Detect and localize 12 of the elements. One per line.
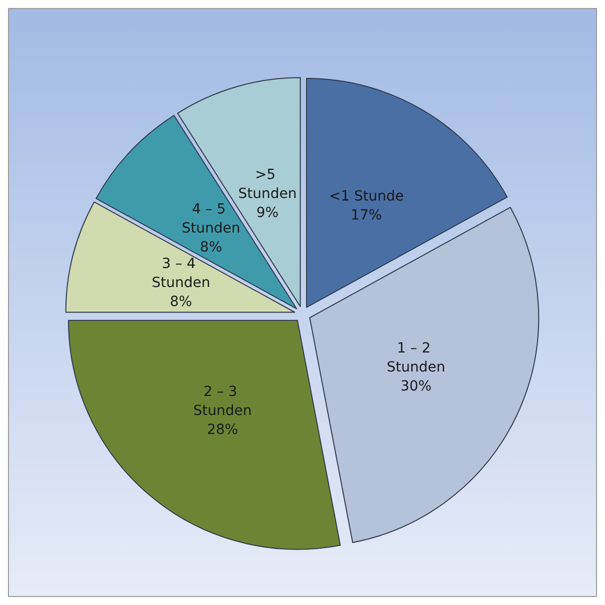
data-label: 17% xyxy=(350,208,382,224)
slice-label: <1 Stunde xyxy=(329,188,404,205)
slice-label: 2 – 3 Stunden xyxy=(193,384,252,419)
slice-label: 1 – 2 Stunden xyxy=(386,340,446,376)
data-label: 8% xyxy=(200,239,222,256)
data-label: 28% xyxy=(206,422,238,438)
data-label: 30% xyxy=(400,378,432,395)
slice-label: >5 Stunden xyxy=(238,166,297,202)
slice-label: 3 – 4 Stunden xyxy=(152,256,210,292)
data-label: 8% xyxy=(170,294,192,310)
data-label: 9% xyxy=(256,204,279,221)
slice-label: 4 – 5 Stunden xyxy=(182,201,240,236)
